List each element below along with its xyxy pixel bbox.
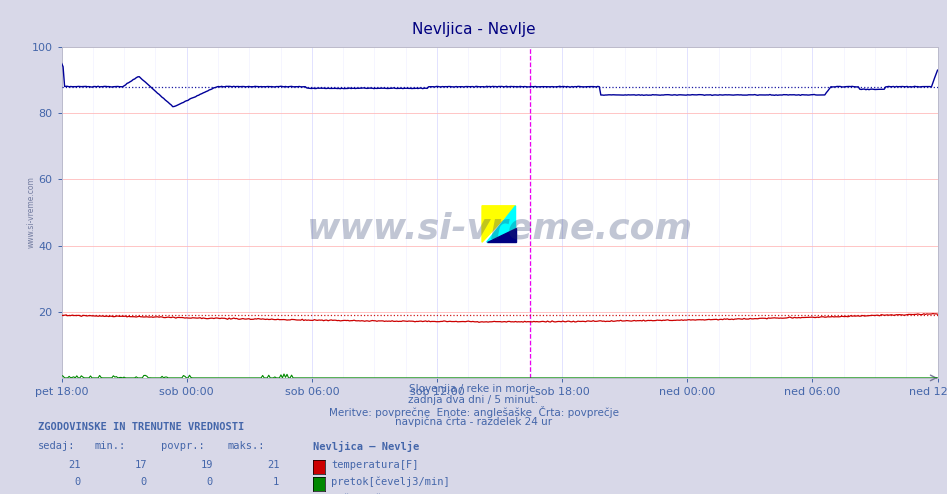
Text: Nevljica - Nevlje: Nevljica - Nevlje [412, 22, 535, 37]
Text: zadnja dva dni / 5 minut.: zadnja dva dni / 5 minut. [408, 395, 539, 405]
Text: Meritve: povprečne  Enote: anglešaške  Črta: povprečje: Meritve: povprečne Enote: anglešaške Črt… [329, 406, 618, 418]
Text: 21: 21 [68, 460, 80, 470]
Text: 21: 21 [267, 460, 279, 470]
Text: Nevljica – Nevlje: Nevljica – Nevlje [313, 441, 419, 452]
Text: min.:: min.: [95, 441, 126, 451]
Text: 0: 0 [206, 477, 213, 487]
Text: www.si-vreme.com: www.si-vreme.com [27, 176, 35, 248]
Text: www.si-vreme.com: www.si-vreme.com [307, 212, 692, 246]
Text: Slovenija / reke in morje.: Slovenija / reke in morje. [408, 384, 539, 394]
Text: 0: 0 [74, 477, 80, 487]
Text: 1: 1 [273, 477, 279, 487]
Text: temperatura[F]: temperatura[F] [331, 460, 419, 470]
Text: povpr.:: povpr.: [161, 441, 205, 451]
Text: navpična črta - razdelek 24 ur: navpična črta - razdelek 24 ur [395, 417, 552, 427]
Text: pretok[čevelj3/min]: pretok[čevelj3/min] [331, 477, 450, 487]
Text: 0: 0 [140, 477, 147, 487]
Text: sedaj:: sedaj: [38, 441, 76, 451]
Polygon shape [487, 206, 515, 242]
Text: maks.:: maks.: [227, 441, 265, 451]
Text: ZGODOVINSKE IN TRENUTNE VREDNOSTI: ZGODOVINSKE IN TRENUTNE VREDNOSTI [38, 422, 244, 432]
Polygon shape [482, 206, 515, 242]
Text: 19: 19 [201, 460, 213, 470]
Text: 17: 17 [134, 460, 147, 470]
Polygon shape [487, 228, 515, 242]
